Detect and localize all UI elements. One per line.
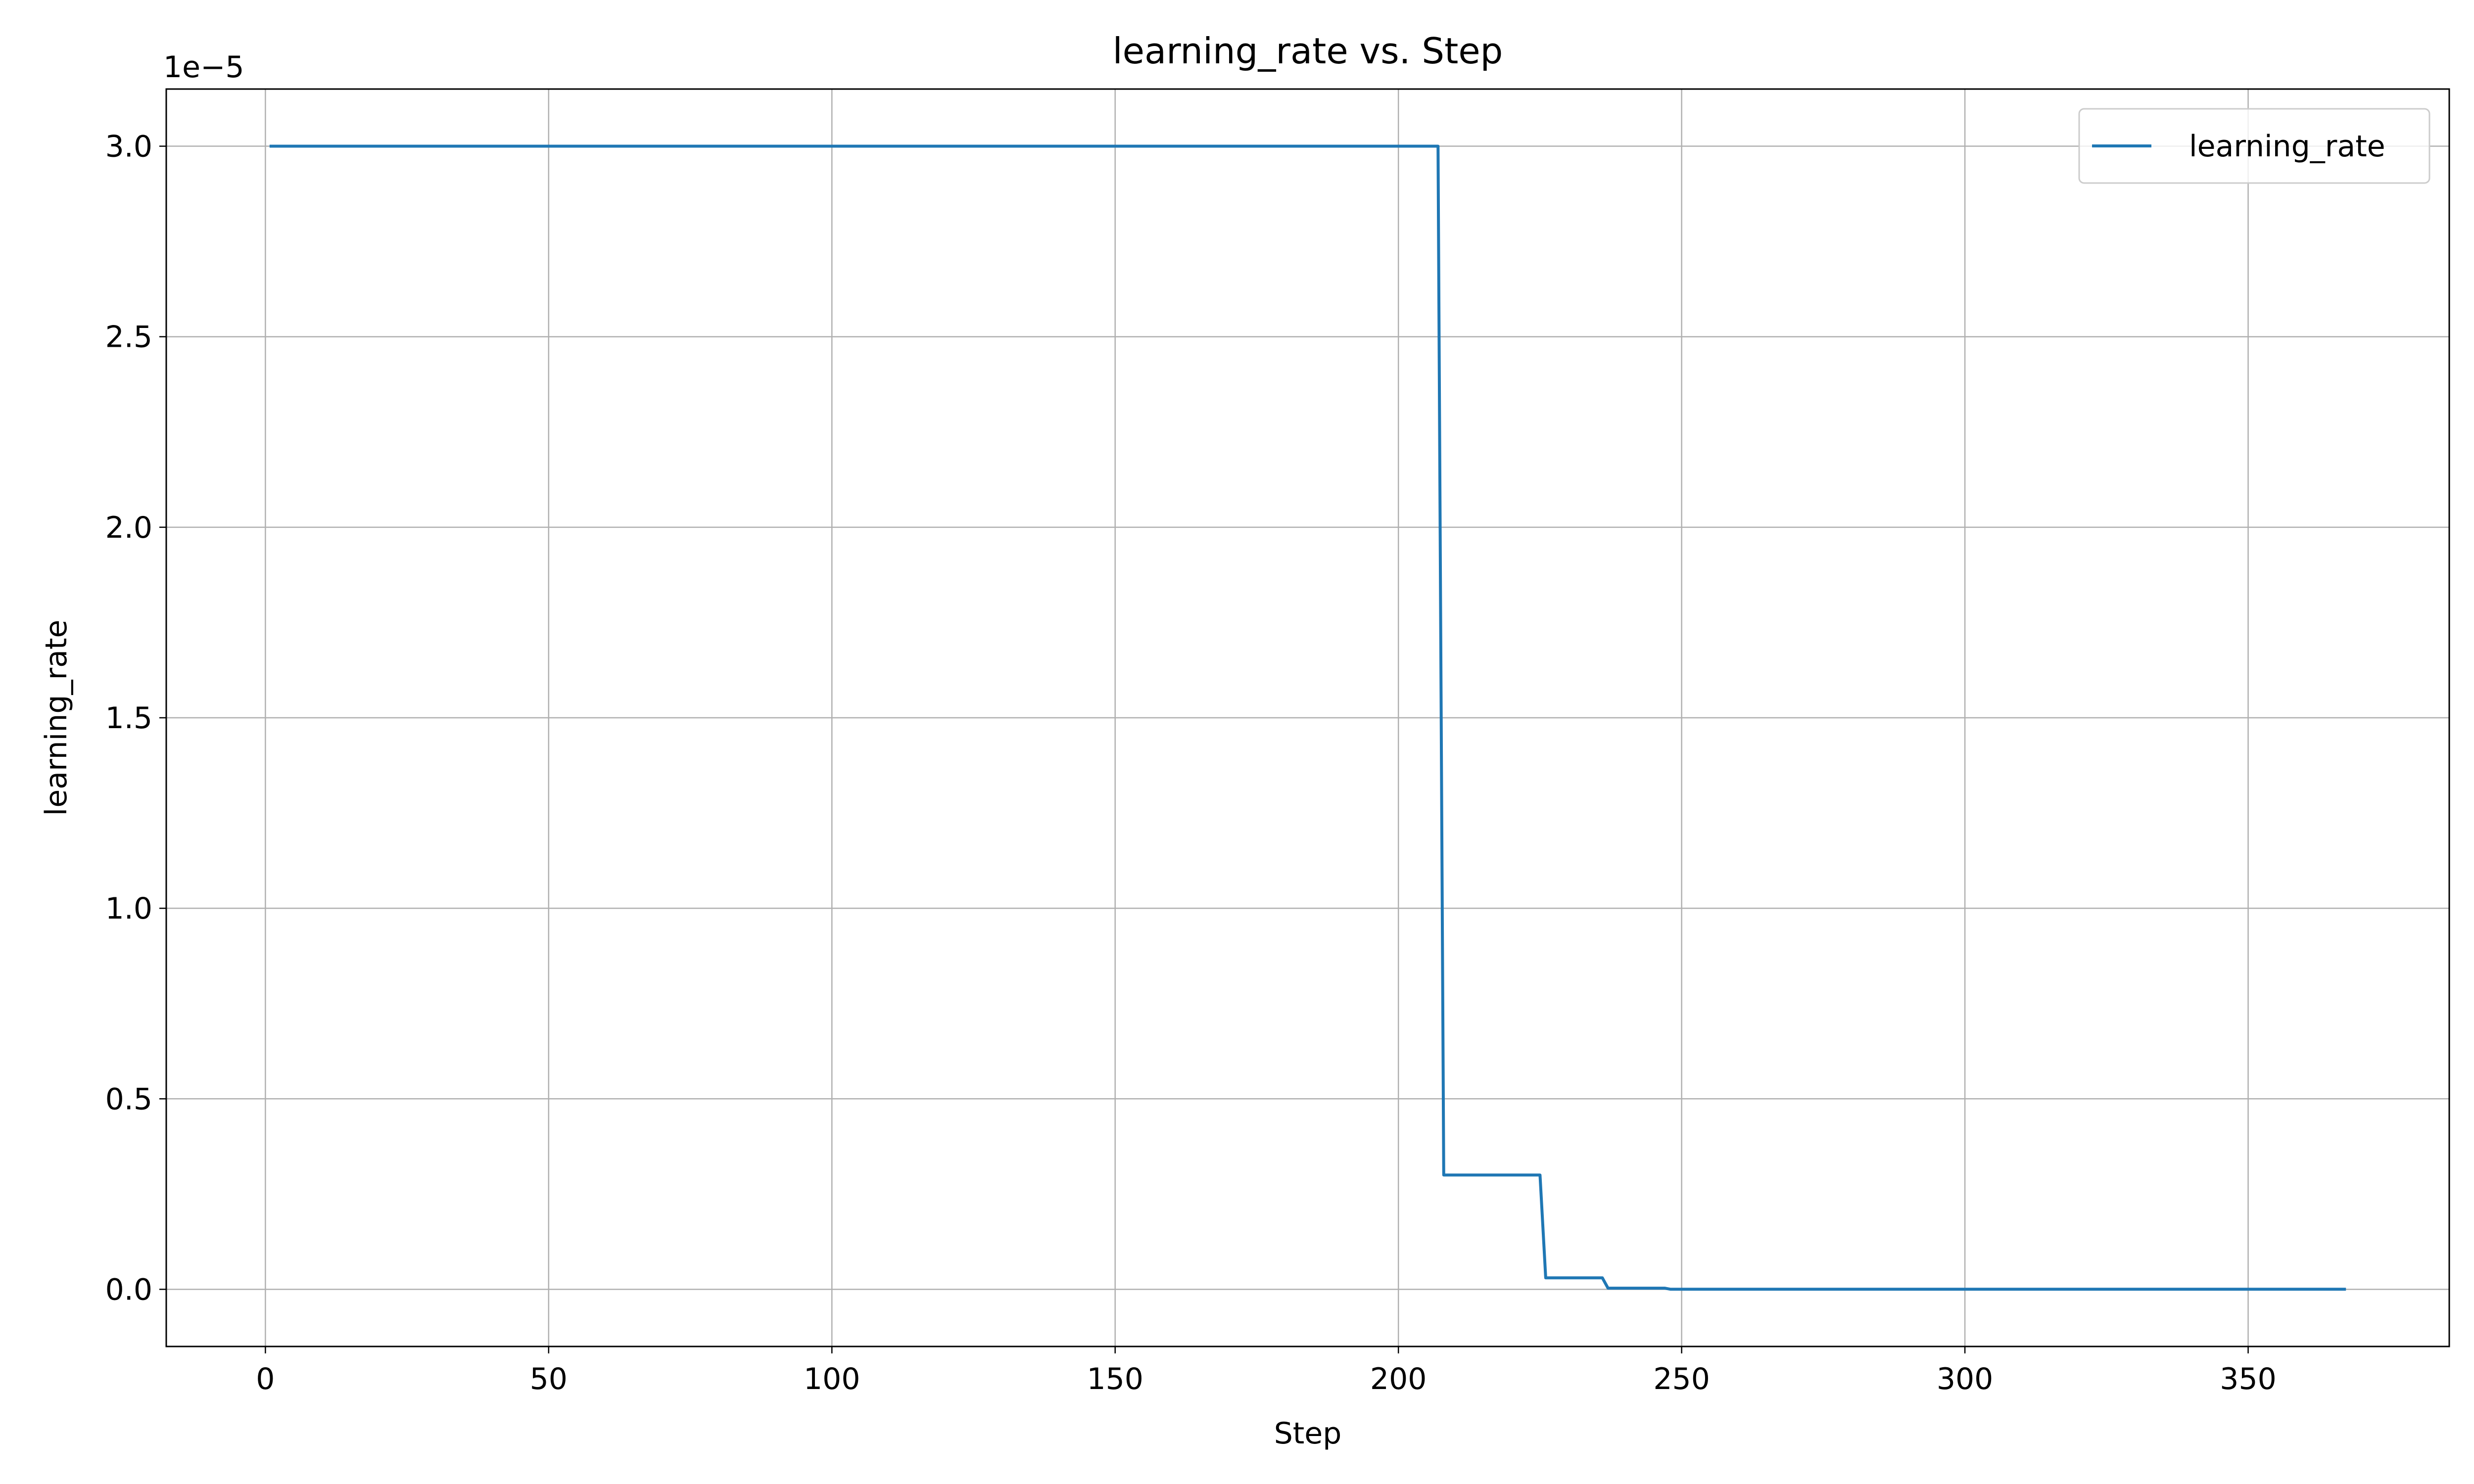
y-axis-label: learning_rate (39, 620, 74, 816)
y-tick-label: 2.0 (105, 510, 152, 545)
y-tick-label: 0.0 (105, 1272, 152, 1307)
legend-box (2078, 108, 2430, 184)
y-tick-label: 1.5 (105, 701, 152, 736)
x-tick-label: 350 (2220, 1362, 2277, 1396)
x-tick-label: 50 (530, 1362, 568, 1396)
y-tick-label: 1.0 (105, 891, 152, 926)
grid (166, 89, 2449, 1346)
x-tick-label: 200 (1370, 1362, 1427, 1396)
x-tick-label: 150 (1087, 1362, 1143, 1396)
legend: learning_rate (2078, 108, 2430, 184)
x-tick-label: 0 (256, 1362, 275, 1396)
ticks: 0 50 100 150 200 250 300 350 0.0 0.5 1.0 1.5 2.0 2.5 3… (105, 130, 2277, 1396)
y-tick-label: 0.5 (105, 1082, 152, 1116)
y-tick-label: 2.5 (105, 320, 152, 355)
chart-title: learning_rate vs. Step (1113, 30, 1503, 72)
x-tick-label: 250 (1653, 1362, 1710, 1396)
x-axis-label: Step (1274, 1416, 1342, 1451)
series-line-learning-rate (269, 144, 2346, 1291)
x-tick-label: 100 (804, 1362, 860, 1396)
y-axis-offset-label: 1e−5 (163, 50, 244, 85)
x-tick-label: 300 (1937, 1362, 1994, 1396)
series-layer (269, 144, 2346, 1291)
legend-label-learning-rate: learning_rate (2189, 129, 2385, 164)
y-tick-label: 3.0 (105, 130, 152, 164)
